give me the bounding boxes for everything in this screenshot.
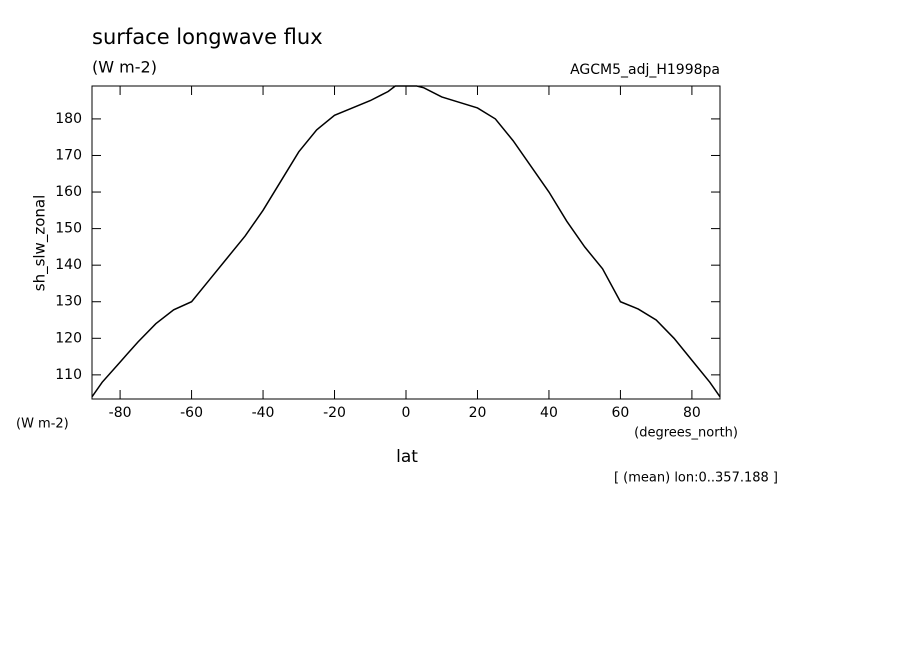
- y-units: (W m-2): [16, 417, 69, 432]
- x-tick-label: -40: [252, 405, 275, 421]
- dataset-label: AGCM5_adj_H1998pa: [570, 62, 720, 78]
- data-line: [91, 85, 721, 398]
- y-tick-label: 130: [55, 294, 82, 310]
- x-tick-label: 60: [612, 405, 630, 421]
- title-units: (W m-2): [92, 58, 157, 77]
- x-tick-label: 0: [402, 405, 411, 421]
- y-tick-label: 160: [55, 184, 82, 200]
- x-tick-label: 80: [683, 405, 701, 421]
- x-axis-label: lat: [396, 447, 418, 467]
- y-tick-label: 180: [55, 111, 82, 127]
- y-tick-label: 170: [55, 147, 82, 163]
- chart-title: surface longwave flux: [92, 25, 323, 49]
- note: [ (mean) lon:0..357.188 ]: [614, 471, 778, 486]
- x-units: (degrees_north): [634, 426, 738, 441]
- x-tick-label: 40: [540, 405, 558, 421]
- x-tick-label: 20: [469, 405, 487, 421]
- y-tick-label: 120: [55, 330, 82, 346]
- y-axis-label: sh_slw_zonal: [31, 195, 50, 292]
- y-tick-label: 150: [55, 221, 82, 237]
- y-tick-label: 110: [55, 367, 82, 383]
- x-tick-label: -80: [109, 405, 132, 421]
- y-tick-label: 140: [55, 257, 82, 273]
- x-tick-label: -60: [180, 405, 203, 421]
- x-tick-label: -20: [323, 405, 346, 421]
